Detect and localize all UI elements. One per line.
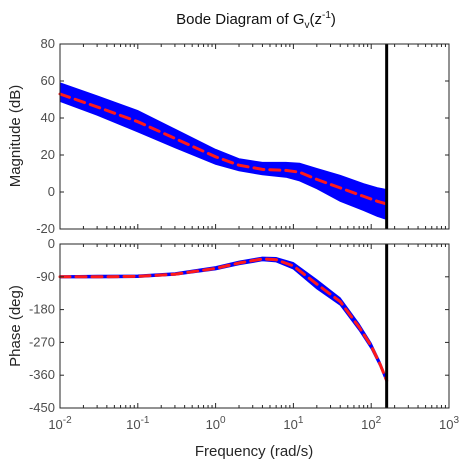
phase-xtick-label: 10-1 xyxy=(126,415,150,432)
magnitude-axes-box xyxy=(59,43,450,230)
phase-y-ticks: 0 -90 -180 -270 -360 -450 xyxy=(29,236,449,415)
magnitude-ytick-label: 60 xyxy=(41,73,55,88)
phase-xtick-label: 10-2 xyxy=(48,415,72,432)
phase-xtick-label: 102 xyxy=(361,415,381,432)
phase-plot-area xyxy=(58,244,389,408)
magnitude-nominal-line xyxy=(58,92,389,206)
phase-ytick-label: 0 xyxy=(48,236,55,251)
magnitude-ytick-label: -20 xyxy=(36,221,55,236)
title-paren: (z xyxy=(310,11,323,28)
phase-ytick-label: -180 xyxy=(29,302,55,317)
phase-ytick-label: -270 xyxy=(29,334,55,349)
phase-axes-box xyxy=(59,243,450,409)
phase-panel: 0-90-180-270-360-450 10-2 10-1 100 101 102 10… xyxy=(7,236,459,460)
magnitude-y-ticks: 80 60 40 20 0 -20 xyxy=(36,36,449,236)
title-subscript: v xyxy=(305,20,310,31)
magnitude-ytick-label: 80 xyxy=(41,36,55,51)
phase-ytick-label: -450 xyxy=(29,400,55,415)
phase-ytick-label: -90 xyxy=(36,269,55,284)
phase-xlabel: Frequency (rad/s) xyxy=(195,443,313,460)
magnitude-panel: 80 60 40 20 0 -20 Magnitude (dB) xyxy=(7,36,450,236)
phase-ytick-label: -360 xyxy=(29,367,55,382)
phase-x-ticks: 10-2 10-1 100 101 102 103 xyxy=(48,244,459,432)
magnitude-plot-area xyxy=(58,44,389,229)
phase-xtick-label: 103 xyxy=(439,415,459,432)
phase-ylabel: Phase (deg) xyxy=(7,285,24,367)
phase-nominal-line xyxy=(58,257,389,383)
chart-title: Bode Diagram of Gv(z-1) xyxy=(176,10,336,31)
magnitude-ytick-label: 0 xyxy=(48,184,55,199)
phase-xtick-label: 101 xyxy=(283,415,303,432)
magnitude-ytick-label: 20 xyxy=(41,147,55,162)
magnitude-x-ticks xyxy=(59,44,450,229)
title-close: ) xyxy=(331,11,336,28)
magnitude-ytick-label: 40 xyxy=(41,110,55,125)
magnitude-ylabel: Magnitude (dB) xyxy=(7,85,24,188)
title-main: Bode Diagram of G xyxy=(176,11,304,28)
phase-xtick-label: 100 xyxy=(206,415,226,432)
title-superscript: -1 xyxy=(322,10,331,21)
